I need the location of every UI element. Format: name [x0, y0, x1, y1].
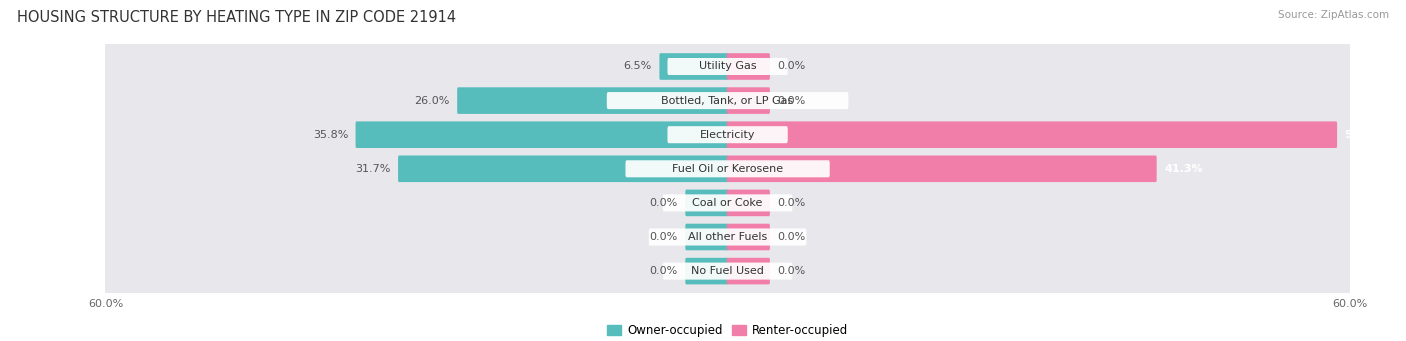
FancyBboxPatch shape: [727, 224, 770, 250]
Text: Electricity: Electricity: [700, 130, 755, 140]
Text: 35.8%: 35.8%: [312, 130, 349, 140]
Text: 26.0%: 26.0%: [415, 95, 450, 106]
FancyBboxPatch shape: [356, 121, 728, 148]
Text: Fuel Oil or Kerosene: Fuel Oil or Kerosene: [672, 164, 783, 174]
FancyBboxPatch shape: [398, 155, 728, 182]
Text: HOUSING STRUCTURE BY HEATING TYPE IN ZIP CODE 21914: HOUSING STRUCTURE BY HEATING TYPE IN ZIP…: [17, 10, 456, 25]
FancyBboxPatch shape: [97, 176, 1358, 229]
FancyBboxPatch shape: [727, 87, 770, 114]
Text: 0.0%: 0.0%: [778, 198, 806, 208]
Text: 0.0%: 0.0%: [778, 232, 806, 242]
Text: All other Fuels: All other Fuels: [688, 232, 768, 242]
FancyBboxPatch shape: [648, 228, 807, 246]
Text: 0.0%: 0.0%: [650, 198, 678, 208]
FancyBboxPatch shape: [727, 53, 770, 80]
FancyBboxPatch shape: [626, 160, 830, 177]
FancyBboxPatch shape: [668, 58, 787, 75]
Text: 0.0%: 0.0%: [650, 232, 678, 242]
Text: 58.7%: 58.7%: [1344, 130, 1384, 140]
FancyBboxPatch shape: [97, 108, 1358, 161]
Text: Coal or Coke: Coal or Coke: [692, 198, 763, 208]
FancyBboxPatch shape: [97, 74, 1358, 127]
FancyBboxPatch shape: [97, 142, 1358, 195]
Text: 31.7%: 31.7%: [356, 164, 391, 174]
FancyBboxPatch shape: [457, 87, 728, 114]
FancyBboxPatch shape: [685, 190, 728, 216]
FancyBboxPatch shape: [685, 224, 728, 250]
Text: 6.5%: 6.5%: [624, 61, 652, 72]
FancyBboxPatch shape: [97, 210, 1358, 264]
Text: 0.0%: 0.0%: [778, 95, 806, 106]
FancyBboxPatch shape: [727, 155, 1157, 182]
FancyBboxPatch shape: [97, 244, 1358, 298]
FancyBboxPatch shape: [727, 258, 770, 284]
FancyBboxPatch shape: [668, 126, 787, 143]
FancyBboxPatch shape: [659, 53, 728, 80]
Text: No Fuel Used: No Fuel Used: [692, 266, 763, 276]
Text: 41.3%: 41.3%: [1164, 164, 1202, 174]
FancyBboxPatch shape: [662, 194, 793, 211]
FancyBboxPatch shape: [97, 40, 1358, 93]
Legend: Owner-occupied, Renter-occupied: Owner-occupied, Renter-occupied: [602, 320, 853, 341]
FancyBboxPatch shape: [727, 121, 1337, 148]
Text: 0.0%: 0.0%: [778, 61, 806, 72]
FancyBboxPatch shape: [607, 92, 848, 109]
Text: Source: ZipAtlas.com: Source: ZipAtlas.com: [1278, 10, 1389, 20]
Text: Utility Gas: Utility Gas: [699, 61, 756, 72]
Text: Bottled, Tank, or LP Gas: Bottled, Tank, or LP Gas: [661, 95, 794, 106]
Text: 0.0%: 0.0%: [778, 266, 806, 276]
FancyBboxPatch shape: [662, 263, 793, 280]
FancyBboxPatch shape: [685, 258, 728, 284]
Text: 0.0%: 0.0%: [650, 266, 678, 276]
FancyBboxPatch shape: [727, 190, 770, 216]
